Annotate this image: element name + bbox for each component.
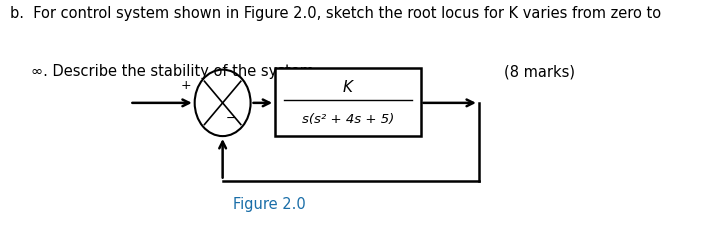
Text: (8 marks): (8 marks): [504, 64, 575, 79]
Text: −: −: [226, 112, 236, 125]
Text: K: K: [343, 79, 353, 94]
FancyBboxPatch shape: [275, 69, 421, 136]
Text: b.  For control system shown in Figure 2.0, sketch the root locus for K varies f: b. For control system shown in Figure 2.…: [10, 6, 661, 21]
Text: ∞. Describe the stability of the system.: ∞. Describe the stability of the system.: [31, 64, 318, 79]
Text: +: +: [181, 79, 191, 92]
Text: Figure 2.0: Figure 2.0: [233, 196, 306, 211]
Text: s(s² + 4s + 5): s(s² + 4s + 5): [301, 113, 394, 126]
